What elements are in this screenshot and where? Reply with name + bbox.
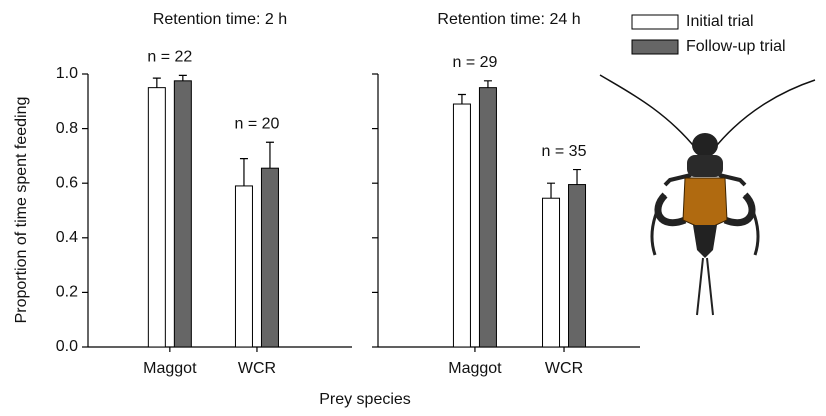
bar	[260, 167, 279, 348]
legend-swatch	[631, 14, 679, 30]
panel-title: Retention time: 2 h	[153, 11, 287, 28]
y-tick-label: 1.0	[56, 65, 78, 82]
y-tick-label: 0.4	[56, 229, 78, 246]
bar	[234, 185, 253, 348]
x-tick-label: WCR	[545, 360, 583, 377]
x-axis-label: Prey species	[319, 391, 411, 408]
legend-label: Initial trial	[686, 13, 754, 30]
bar	[173, 80, 192, 348]
sample-size-label: n = 20	[234, 115, 279, 132]
x-tick-label: Maggot	[143, 360, 197, 377]
bar	[452, 103, 471, 348]
error-bar	[152, 77, 161, 88]
bar	[478, 87, 497, 348]
error-bar	[178, 74, 187, 81]
y-axis-label: Proportion of time spent feeding	[13, 97, 30, 324]
error-bar	[457, 93, 466, 105]
sample-size-label: n = 29	[452, 54, 497, 71]
x-tick-label: WCR	[238, 360, 276, 377]
x-tick-label: Maggot	[448, 360, 502, 377]
y-tick-label: 0.6	[56, 174, 78, 191]
error-bar	[239, 158, 248, 186]
bar	[542, 197, 561, 348]
sample-size-label: n = 35	[542, 143, 587, 160]
bar	[147, 87, 166, 348]
legend-swatch	[631, 39, 679, 55]
error-bar	[547, 182, 556, 199]
panel-title: Retention time: 24 h	[437, 11, 580, 28]
y-tick-label: 0.0	[56, 338, 78, 355]
y-tick-label: 0.2	[56, 284, 78, 301]
error-bar	[265, 141, 274, 169]
cricket-illustration	[599, 74, 816, 316]
error-bar	[483, 80, 492, 88]
legend-label: Follow-up trial	[686, 38, 786, 55]
error-bar	[573, 168, 582, 185]
bar	[568, 184, 587, 348]
sample-size-label: n = 22	[147, 49, 192, 66]
y-tick-label: 0.8	[56, 120, 78, 137]
